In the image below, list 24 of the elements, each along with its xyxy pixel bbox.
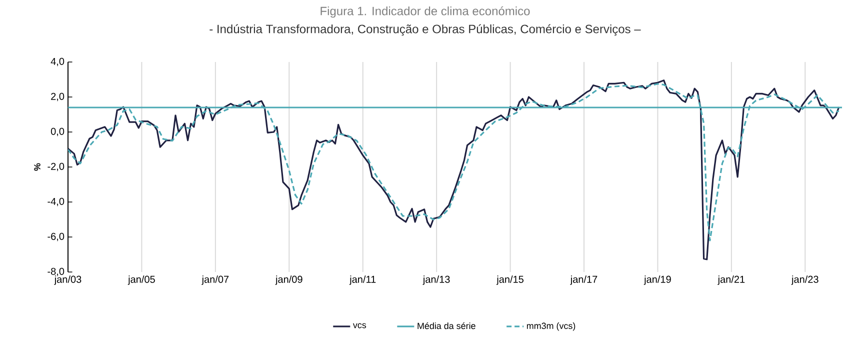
chart-title: Figura 1. Indicador de clima económico: [320, 6, 530, 18]
legend-label: vcs: [352, 323, 366, 328]
y-tick-label: -8,0: [48, 268, 64, 276]
x-tick-label: jan/19: [644, 276, 671, 285]
y-tick-label: 0,0: [50, 128, 64, 136]
x-tick-label: jan/11: [349, 276, 376, 285]
y-tick-label: 2,0: [51, 92, 64, 102]
x-tick-label: jan/21: [718, 276, 745, 285]
x-tick-label: jan/17: [570, 276, 598, 285]
x-tick-label: jan/03: [54, 276, 82, 285]
y-tick-label: -4,0: [48, 198, 64, 206]
y-tick-label: -6,0: [48, 232, 64, 242]
x-tick-label: jan/23: [791, 276, 818, 285]
y-axis-title: %: [34, 163, 40, 171]
chart-subtitle: - Indústria Transformadora, Construção e Obras Públicas, Comércio e Serviços –: [210, 24, 641, 36]
y-tick-label: 4,0: [50, 58, 64, 66]
x-tick-label: jan/13: [422, 276, 450, 285]
x-tick-label: jan/07: [202, 276, 229, 285]
legend-label: mm3m (vcs): [526, 322, 576, 331]
y-tick-label: -2,0: [48, 162, 64, 172]
x-tick-label: jan/09: [275, 276, 302, 285]
legend-label: Média da série: [418, 322, 476, 330]
x-tick-label: jan/05: [128, 276, 155, 285]
x-tick-label: jan/15: [496, 276, 524, 285]
